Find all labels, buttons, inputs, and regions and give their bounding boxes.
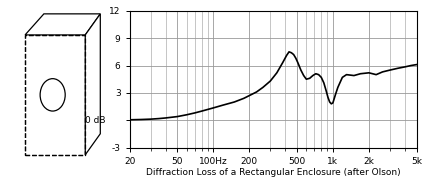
Polygon shape bbox=[25, 35, 85, 155]
Text: 0 dB: 0 dB bbox=[85, 116, 105, 125]
Polygon shape bbox=[85, 14, 100, 155]
Polygon shape bbox=[25, 14, 100, 35]
X-axis label: Diffraction Loss of a Rectangular Enclosure (after Olson): Diffraction Loss of a Rectangular Enclos… bbox=[146, 168, 400, 177]
